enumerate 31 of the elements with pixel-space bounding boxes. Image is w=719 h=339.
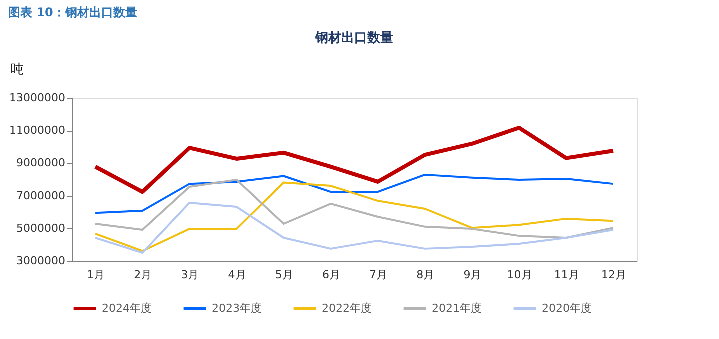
legend-label: 2022年度 <box>322 302 372 315</box>
x-tick-label: 1月 <box>87 268 106 282</box>
x-tick-label: 6月 <box>322 268 340 282</box>
x-tick-label: 11月 <box>554 268 580 282</box>
line-series <box>94 174 614 214</box>
x-tick-label: 10月 <box>507 268 532 282</box>
y-tick-label: 5000000 <box>16 222 66 235</box>
y-axis-title: 吨 <box>11 62 24 78</box>
chart-subtitle: 钢材出口数量 <box>314 31 394 46</box>
chart-title: 图表 10：钢材出口数量 <box>8 6 138 20</box>
legend-label: 2024年度 <box>102 302 152 315</box>
y-tick-label: 3000000 <box>16 254 66 268</box>
legend-label: 2021年度 <box>432 302 482 315</box>
line-series <box>94 202 614 254</box>
line-series <box>94 126 616 194</box>
y-tick-label: 11000000 <box>10 124 66 138</box>
line-series <box>94 182 614 252</box>
x-tick-label: 2月 <box>134 268 152 282</box>
legend-label: 2020年度 <box>542 302 592 315</box>
x-tick-label: 8月 <box>416 268 435 282</box>
x-tick-label: 3月 <box>181 268 200 282</box>
y-tick-label: 7000000 <box>16 189 66 202</box>
line-series <box>94 178 614 240</box>
y-tick-label: 13000000 <box>10 92 66 104</box>
x-tick-label: 7月 <box>370 268 388 282</box>
x-tick-label: 9月 <box>464 268 482 282</box>
legend-label: 2023年度 <box>212 302 262 315</box>
x-tick-label: 5月 <box>275 268 294 282</box>
y-tick-label: 9000000 <box>16 156 66 170</box>
x-tick-label: 12月 <box>601 268 626 282</box>
x-tick-label: 4月 <box>228 268 246 282</box>
